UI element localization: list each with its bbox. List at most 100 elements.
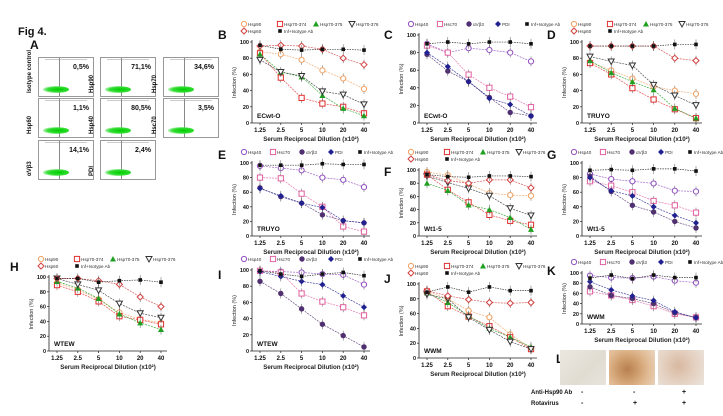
- y-tick-label: 20: [243, 219, 249, 225]
- x-axis-label: Serum Reciprocal Dilution (x10²): [263, 136, 359, 143]
- y-tick-label: 100: [407, 282, 416, 288]
- data-point: [95, 295, 102, 301]
- data-point: [506, 338, 515, 346]
- flow-percentage: 71,1%: [131, 64, 151, 71]
- series-hsc70: [256, 265, 368, 321]
- legend-entry: Inf+Isotype Ab: [614, 29, 644, 34]
- y-tick-label: 100: [570, 271, 579, 277]
- flow-plot: 2,4%: [100, 140, 156, 180]
- flow-percentage: 2,4%: [135, 147, 151, 154]
- legend-entry: Hsp60: [45, 264, 59, 269]
- series-hsp40: [586, 270, 700, 288]
- cell-population: [105, 86, 131, 93]
- legend-marker: [599, 258, 607, 266]
- y-axis-label: Infection (%): [562, 184, 568, 215]
- series-line: [589, 286, 697, 318]
- data-point: [116, 311, 123, 317]
- legend-marker: [658, 259, 664, 265]
- data-point: [277, 192, 284, 199]
- y-tick-label: 100: [570, 40, 579, 46]
- legend-entry: Hsp70-374: [284, 22, 307, 27]
- x-tick-label: 10: [486, 363, 493, 369]
- legend-marker: [480, 149, 486, 155]
- series-pdi: [257, 266, 367, 313]
- panel-letter-h: H: [10, 260, 19, 274]
- data-point: [485, 326, 494, 334]
- y-axis-label: Infection (%): [399, 187, 405, 218]
- data-point: [673, 167, 677, 171]
- legend: Hsp90 Hsp70-374 Hsp70-375 Hsp70-376 Hsp60 Inf…: [570, 20, 709, 35]
- x-tick-label: 40: [693, 329, 700, 335]
- x-tick-label: 5: [631, 329, 635, 335]
- flow-plot: 3,5%: [163, 98, 219, 138]
- row-label-rotavirus: Rotavirus: [531, 401, 559, 407]
- plot-header: [45, 100, 87, 101]
- legend-entry: Hsc70: [607, 150, 620, 155]
- series-line: [426, 291, 532, 350]
- legend-entry: Hsp70-375: [320, 22, 343, 27]
- data-point: [360, 85, 368, 93]
- data-point: [486, 314, 493, 321]
- data-point: [258, 163, 262, 167]
- data-point: [279, 47, 283, 52]
- flow-percentage: 14,1%: [69, 147, 89, 154]
- y-tick-label: 0: [246, 234, 249, 240]
- x-axis-label: Serum Reciprocal Dilution (x10²): [594, 136, 690, 143]
- y-tick-label: 20: [410, 221, 416, 227]
- data-point: [340, 105, 347, 111]
- data-point: [138, 278, 142, 282]
- gate-line: [59, 58, 60, 96]
- cell-line-label: WTEW: [54, 341, 75, 348]
- series-line: [590, 45, 697, 61]
- data-point: [320, 272, 325, 276]
- chart-panel-c: Hsp40 Hsc70 αVβ3 PDI Inf+Isotype Ab 0 20 40 60 80…: [399, 20, 561, 143]
- panel-letter-g: G: [547, 148, 557, 162]
- legend-entry: Inf+Isotype Ab: [451, 157, 481, 162]
- data-point: [609, 167, 613, 172]
- legend-marker: [608, 29, 612, 33]
- data-point: [630, 44, 635, 48]
- x-tick-label: 10: [650, 128, 657, 134]
- flow-plot: 14,1%: [38, 140, 94, 180]
- legend-marker: [643, 21, 649, 27]
- legend-marker: [599, 148, 607, 156]
- legend-marker: [269, 148, 277, 156]
- data-point: [485, 298, 494, 307]
- data-point: [258, 269, 262, 273]
- data-point: [298, 200, 305, 207]
- panel-letter-f: F: [384, 165, 392, 179]
- panel-letter-d: D: [547, 28, 556, 42]
- data-point: [650, 297, 657, 304]
- data-point: [609, 273, 613, 277]
- data-point: [279, 163, 283, 167]
- legend-marker: [570, 20, 578, 28]
- data-point: [298, 306, 305, 312]
- data-point: [361, 344, 367, 350]
- series-hsp40: [256, 265, 368, 290]
- y-tick-label: 80: [410, 181, 416, 187]
- data-point: [341, 47, 345, 52]
- legend-marker: [443, 262, 451, 270]
- data-point: [466, 42, 471, 46]
- series-line: [56, 278, 162, 319]
- y-tick-label: 40: [40, 319, 46, 325]
- flow-marker-label: Hsp60: [27, 115, 33, 134]
- data-point: [298, 290, 305, 297]
- x-axis-label: Serum Reciprocal Dilution (x10²): [594, 337, 690, 344]
- legend-marker: [145, 256, 153, 264]
- data-point: [339, 54, 347, 62]
- y-tick-label: 60: [573, 291, 579, 297]
- cell-population: [105, 127, 131, 134]
- legend-entry: αVβ3: [636, 260, 647, 265]
- series-line: [426, 174, 532, 189]
- data-point: [278, 290, 284, 297]
- data-point: [94, 287, 103, 295]
- data-point: [527, 58, 535, 65]
- x-tick-label: 20: [671, 329, 678, 335]
- x-tick-label: 1.25: [584, 128, 596, 134]
- x-tick-label: 5: [97, 356, 101, 362]
- x-tick-label: 20: [340, 241, 347, 247]
- y-tick-label: 100: [240, 161, 249, 167]
- data-point: [319, 321, 326, 327]
- chart-panel-b: Hsp90 Hsp70-374 Hsp70-375 Hsp70-376 Hsp60 Inf…: [232, 20, 379, 143]
